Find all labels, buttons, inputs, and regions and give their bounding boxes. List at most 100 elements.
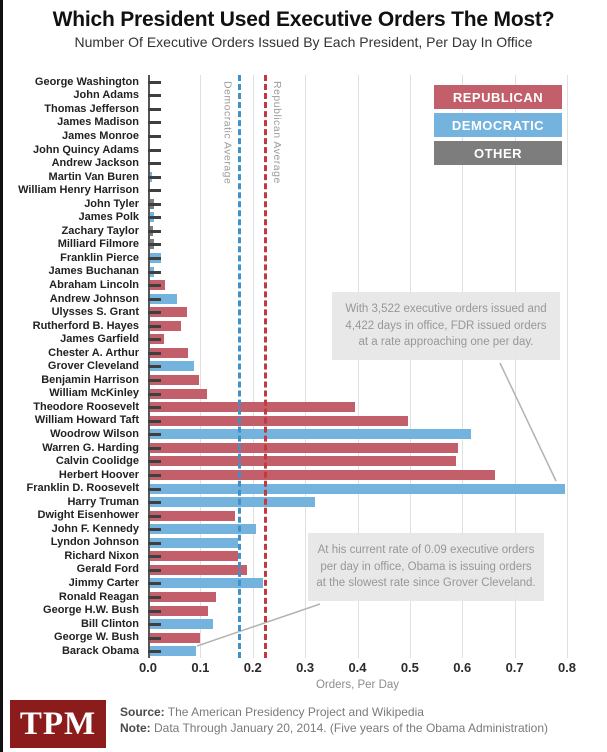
row-tick — [148, 148, 161, 152]
president-labels: George Washington John Adams Thomas Jeffer… — [0, 75, 143, 658]
row-tick — [148, 419, 161, 423]
gridline-0.2 — [252, 75, 254, 658]
president-label: Gerald Ford — [76, 563, 139, 576]
democratic-average-line — [238, 75, 242, 658]
bar-row — [148, 644, 567, 658]
row-tick — [148, 80, 161, 84]
row-tick — [148, 460, 161, 464]
republican-bar — [148, 388, 207, 399]
democratic-bar — [148, 578, 263, 589]
row-tick — [148, 202, 161, 206]
republican-bar — [148, 415, 408, 426]
bar-row — [148, 238, 567, 252]
president-label: John F. Kennedy — [51, 522, 139, 535]
bar-row — [148, 536, 567, 550]
x-tick-label-0.5: 0.5 — [400, 660, 419, 675]
bar-row — [148, 414, 567, 428]
row-tick — [148, 175, 161, 179]
legend-item-democratic: DEMOCRATIC — [434, 113, 562, 137]
row-tick — [148, 189, 161, 193]
president-label: Dwight Eisenhower — [37, 509, 139, 522]
bar-row — [148, 305, 567, 319]
president-label: Lyndon Johnson — [50, 536, 139, 549]
president-label: John Tyler — [84, 197, 139, 210]
republican-bar — [148, 456, 457, 467]
chart-title: Which President Used Executive Orders Th… — [52, 8, 555, 31]
x-tick-label-0.6: 0.6 — [453, 660, 472, 675]
obama-annotation-leader-line — [196, 603, 321, 647]
president-label: William McKinley — [49, 387, 139, 400]
president-label: Harry Truman — [67, 495, 139, 508]
row-tick — [148, 351, 161, 355]
bar-row — [148, 495, 567, 509]
row-tick — [148, 284, 161, 288]
bar-row — [148, 522, 567, 536]
republican-bar — [148, 551, 238, 562]
row-tick — [148, 433, 161, 437]
bar-row — [148, 278, 567, 292]
row-tick — [148, 446, 161, 450]
president-label: Woodrow Wilson — [50, 427, 139, 440]
president-label: George H.W. Bush — [43, 604, 139, 617]
president-label: Jimmy Carter — [68, 577, 139, 589]
bar-row — [148, 577, 567, 591]
legend: REPUBLICAN DEMOCRATIC OTHER — [434, 85, 562, 169]
republican-bar — [148, 469, 496, 480]
republican-bar — [148, 375, 200, 386]
president-label: James Polk — [78, 211, 139, 224]
bar-row — [148, 482, 567, 496]
president-label: Franklin D. Roosevelt — [26, 482, 139, 495]
row-tick — [148, 379, 161, 383]
row-tick — [148, 650, 161, 654]
president-label: Warren G. Harding — [42, 441, 139, 454]
bar-row — [148, 156, 567, 170]
bar-row — [148, 265, 567, 279]
source-line: Source: The American Presidency Project … — [120, 704, 548, 720]
row-tick — [148, 270, 161, 274]
president-label: Richard Nixon — [64, 549, 139, 562]
democratic-bar — [148, 619, 214, 630]
row-tick — [148, 243, 161, 247]
president-label: Franklin Pierce — [60, 251, 139, 264]
note-label: Note: — [120, 721, 151, 736]
president-label: Herbert Hoover — [58, 468, 139, 481]
republican-average-label: Republican Average — [270, 81, 283, 184]
republican-bar — [148, 402, 356, 413]
bar-row — [148, 441, 567, 455]
row-tick — [148, 392, 161, 396]
president-label: Theodore Roosevelt — [33, 400, 139, 413]
bar-row — [148, 197, 567, 211]
republican-bar — [148, 591, 217, 602]
bar-row — [148, 102, 567, 116]
president-label: Martin Van Buren — [48, 170, 139, 183]
president-label: William Henry Harrison — [18, 184, 139, 197]
bar-row — [148, 373, 567, 387]
source-label: Source: — [120, 705, 165, 719]
president-label: Rutherford B. Hayes — [32, 319, 139, 332]
row-tick — [148, 94, 161, 98]
president-label: Zachary Taylor — [61, 224, 139, 237]
democratic-bar — [148, 537, 239, 548]
republican-bar — [148, 564, 247, 575]
row-tick — [148, 609, 161, 613]
president-label: Grover Cleveland — [47, 360, 139, 373]
democratic-average-label: Democratic Average — [221, 81, 234, 185]
bar-row — [148, 400, 567, 414]
president-label: Milliard Filmore — [57, 238, 139, 251]
note-text: Data Through January 20, 2014. (Five yea… — [150, 721, 548, 736]
row-tick — [148, 338, 161, 342]
president-label: Thomas Jefferson — [44, 102, 139, 115]
bar-row — [148, 183, 567, 197]
row-tick — [148, 162, 161, 166]
bar-row — [148, 346, 567, 360]
president-label: John Adams — [73, 89, 139, 102]
democratic-bar — [148, 646, 196, 657]
row-tick — [148, 487, 161, 491]
bar-row — [148, 292, 567, 306]
president-label: George Washington — [34, 75, 139, 88]
x-tick-label-0.4: 0.4 — [348, 660, 367, 675]
x-tick-label-0.8: 0.8 — [557, 660, 577, 675]
republican-average-line — [264, 75, 268, 658]
row-tick — [148, 229, 161, 233]
